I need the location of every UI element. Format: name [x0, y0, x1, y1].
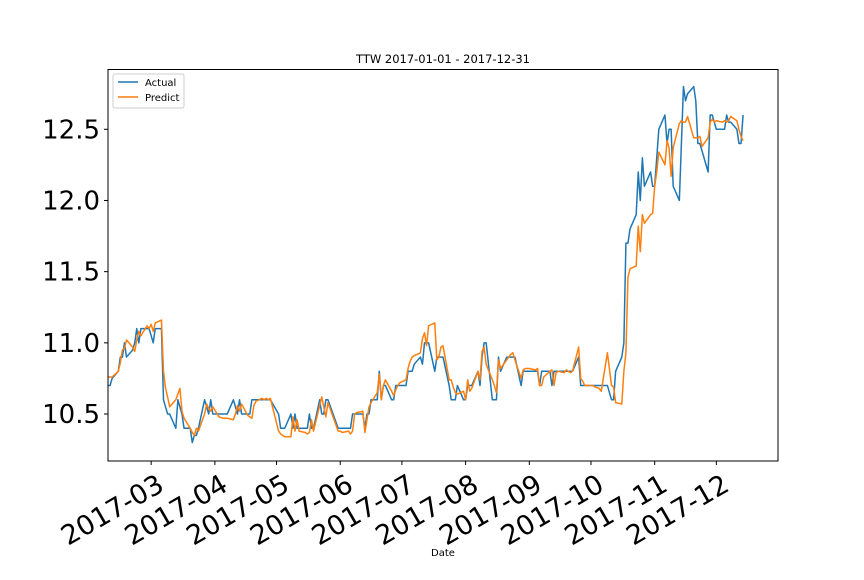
y-tick-label: 11.0 — [42, 329, 100, 359]
series-layer — [108, 85, 744, 444]
y-tick-label: 12.5 — [42, 115, 100, 145]
legend: Actual Predict — [112, 73, 185, 109]
y-tick-label: 10.5 — [42, 400, 100, 430]
x-axis-label: Date — [431, 548, 455, 559]
series-line-predict — [108, 115, 744, 438]
y-axis: 10.5 11.0 11.5 12.0 12.5 — [42, 115, 108, 430]
y-tick-label: 11.5 — [42, 258, 100, 288]
legend-label-actual: Actual — [145, 78, 176, 89]
chart-title: TTW 2017-01-01 - 2017-12-31 — [355, 52, 530, 66]
legend-label-predict: Predict — [145, 93, 180, 104]
y-tick-label: 12.0 — [42, 186, 100, 216]
plot-area — [107, 69, 779, 462]
axes-frame — [107, 69, 779, 462]
